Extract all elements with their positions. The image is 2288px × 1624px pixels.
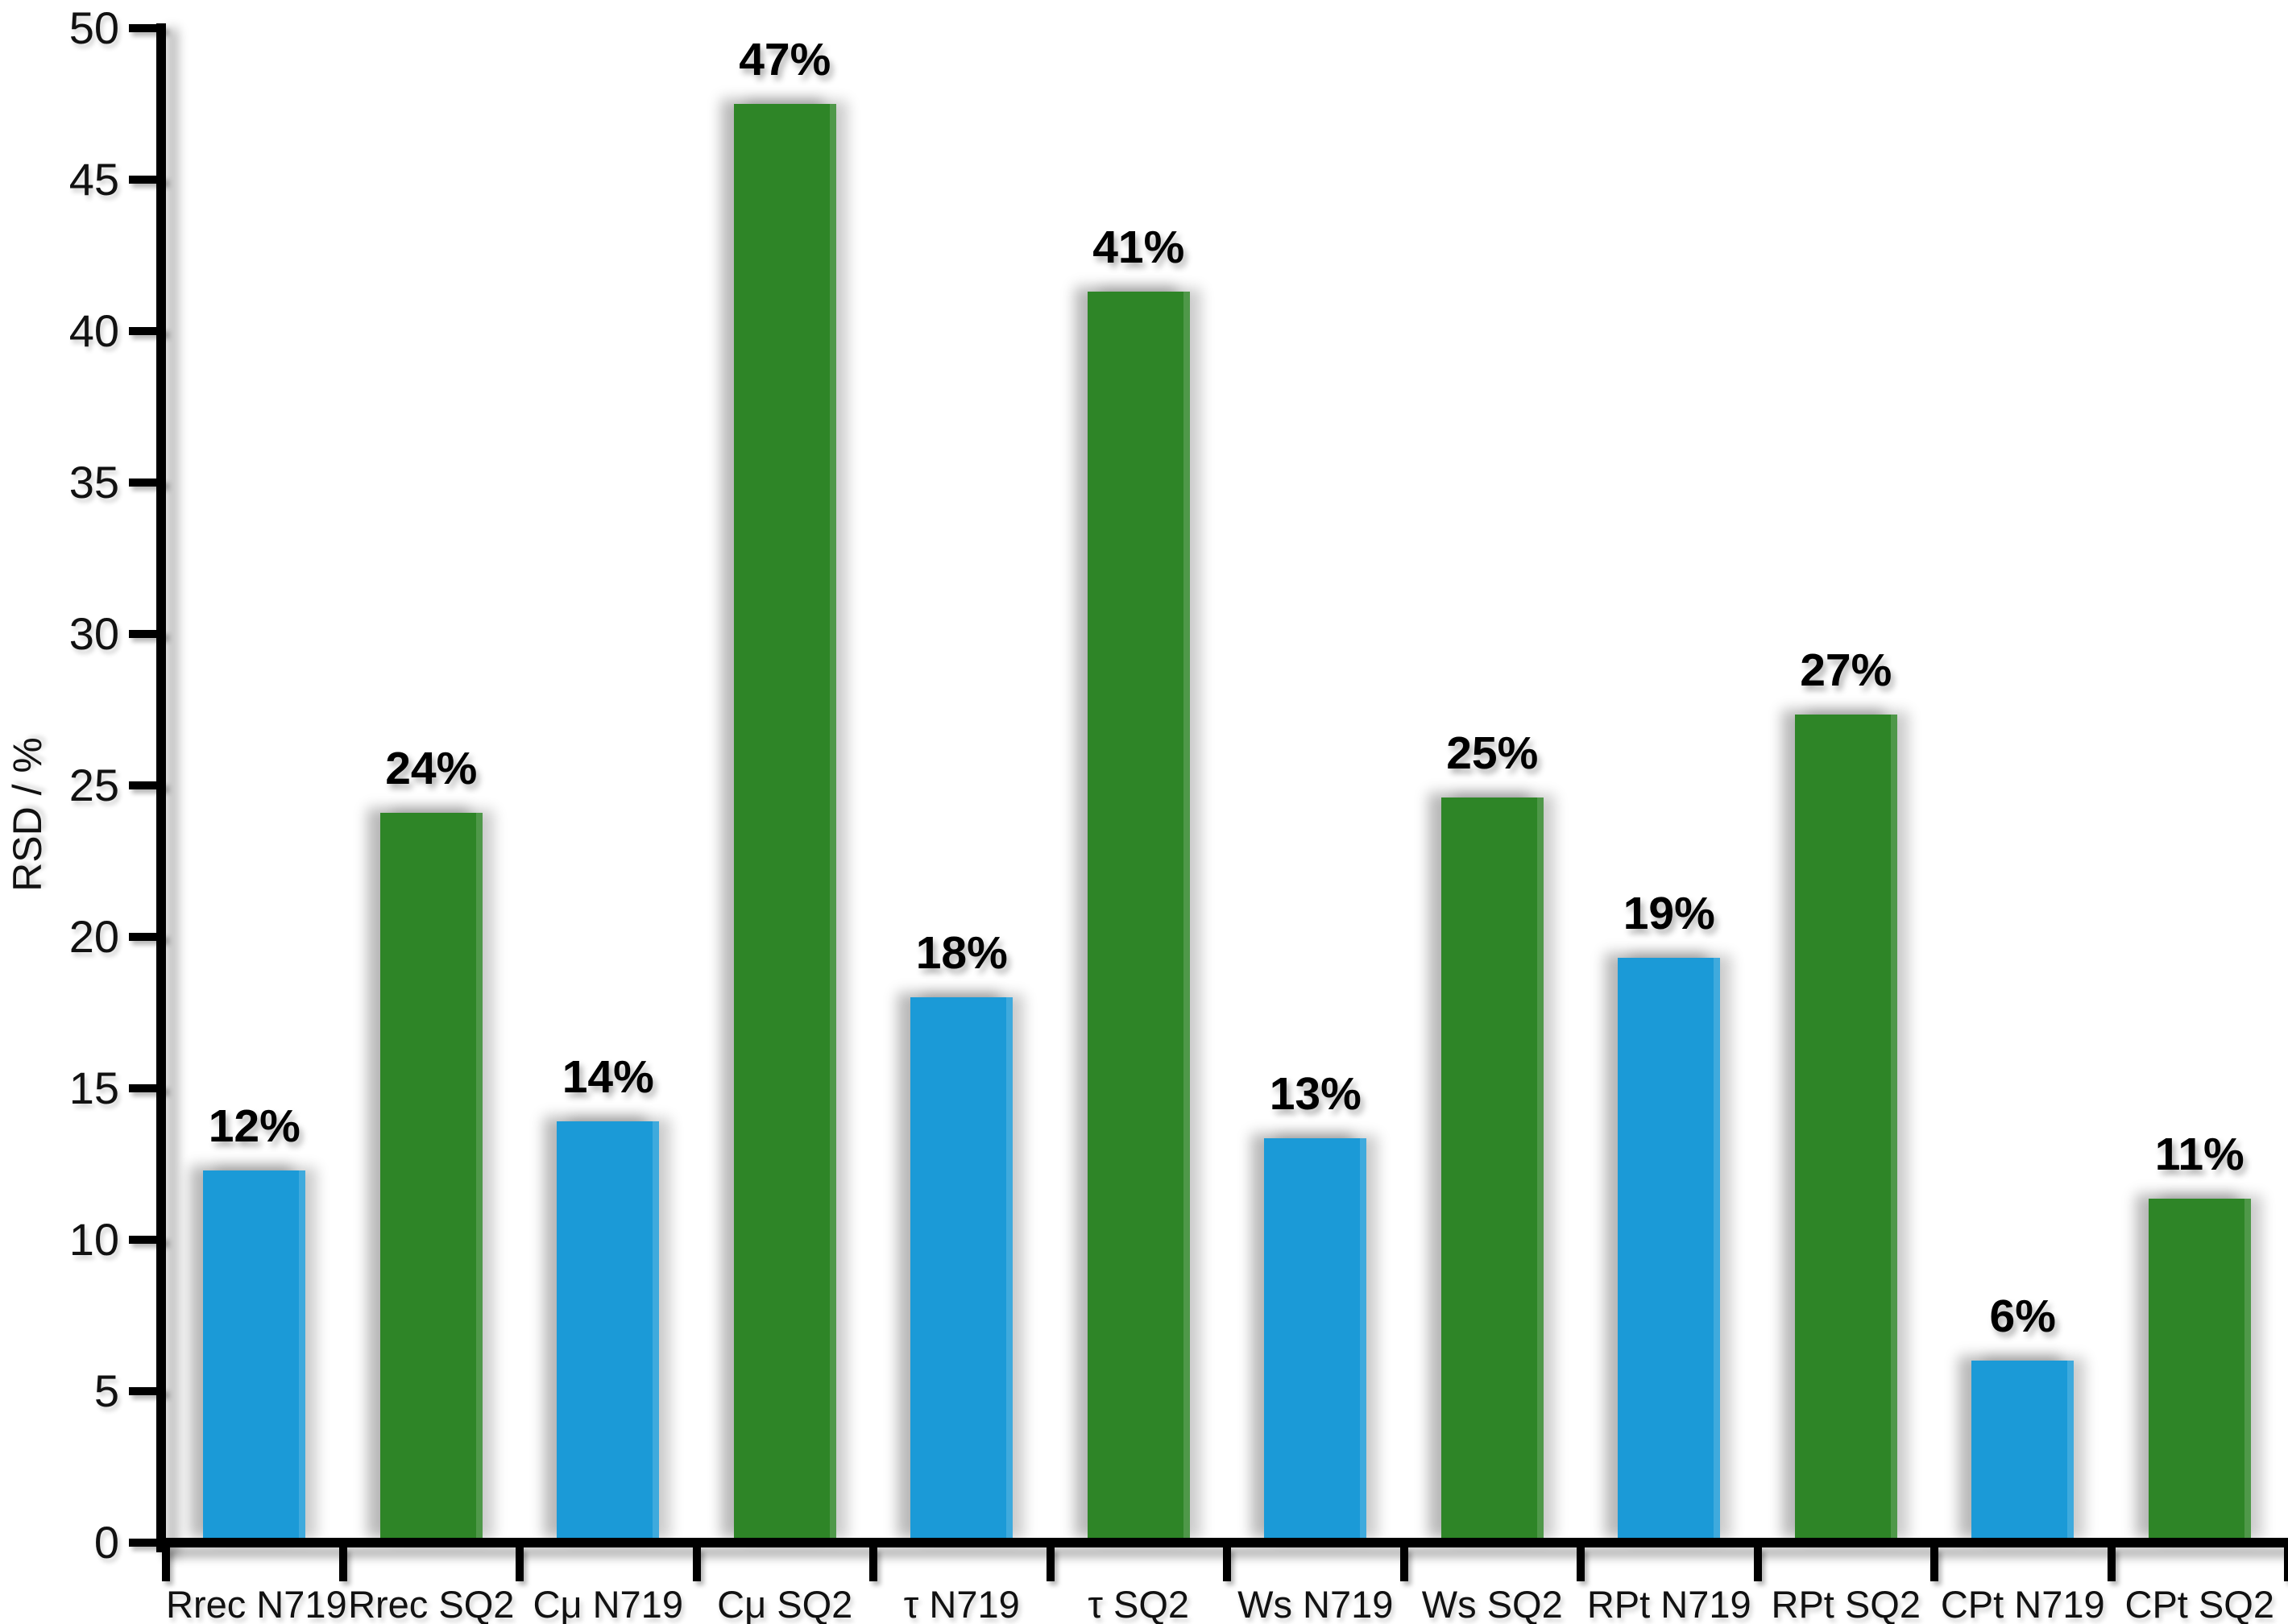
y-tick-label-45: 45: [68, 154, 119, 205]
x-category-label-c-n719: Cμ N719: [533, 1583, 683, 1624]
x-category-label-cpt-sq2: CPt SQ2: [2124, 1583, 2274, 1624]
y-tick-30: [129, 630, 166, 638]
x-tick-5: [1046, 1547, 1055, 1581]
x-tick-2: [516, 1547, 524, 1581]
y-tick-label-40: 40: [68, 305, 119, 356]
x-tick-0: [162, 1547, 170, 1581]
x-category-label-rrec-sq2: Rrec SQ2: [348, 1583, 515, 1624]
y-tick-label-20: 20: [68, 911, 119, 962]
bar-label-rrec-n719: 12%: [208, 1100, 301, 1152]
y-tick-25: [129, 781, 166, 789]
x-category-label-rpt-n719: RPt N719: [1586, 1583, 1751, 1624]
bar-rrec-n719: [203, 1170, 306, 1543]
y-tick-label-25: 25: [68, 760, 119, 810]
y-tick-50: [129, 24, 166, 32]
x-axis-line: [156, 1538, 2288, 1547]
bar-label-cpt-n719: 6%: [1989, 1290, 2056, 1343]
x-tick-3: [692, 1547, 701, 1581]
bar-label-sq2: 41%: [1092, 222, 1185, 274]
bar-rrec-sq2: [379, 812, 483, 1543]
bar-label-rpt-n719: 19%: [1623, 888, 1715, 940]
bar-ws-n719: [1264, 1138, 1367, 1543]
y-tick-label-35: 35: [68, 457, 119, 508]
bar-cpt-sq2: [2148, 1199, 2251, 1543]
x-category-label-sq2: τ SQ2: [1088, 1583, 1190, 1624]
y-tick-label-0: 0: [93, 1517, 119, 1568]
bar-n719: [910, 997, 1013, 1543]
bar-rpt-sq2: [1794, 714, 1897, 1543]
y-tick-10: [129, 1236, 166, 1244]
x-category-label-rrec-n719: Rrec N719: [166, 1583, 347, 1624]
bar-cpt-n719: [1971, 1361, 2075, 1543]
x-category-label-c-sq2: Cμ SQ2: [717, 1583, 853, 1624]
bar-label-rrec-sq2: 24%: [385, 742, 478, 794]
y-tick-40: [129, 327, 166, 335]
x-category-label-rpt-sq2: RPt SQ2: [1771, 1583, 1921, 1624]
x-tick-10: [1930, 1547, 1938, 1581]
x-tick-8: [1577, 1547, 1585, 1581]
x-tick-4: [869, 1547, 877, 1581]
x-tick-11: [2107, 1547, 2116, 1581]
bar-label-ws-sq2: 25%: [1446, 727, 1539, 780]
x-tick-6: [1223, 1547, 1231, 1581]
y-tick-label-50: 50: [68, 2, 119, 53]
x-category-label-n719: τ N719: [903, 1583, 1020, 1624]
y-tick-20: [129, 933, 166, 941]
bar-label-c-sq2: 47%: [739, 34, 831, 85]
y-tick-label-10: 10: [68, 1214, 119, 1265]
bar-ws-sq2: [1440, 798, 1544, 1543]
x-category-label-ws-sq2: Ws SQ2: [1421, 1583, 1563, 1624]
bar-sq2: [1087, 292, 1190, 1543]
y-tick-45: [129, 176, 166, 184]
y-tick-label-5: 5: [93, 1365, 119, 1416]
x-tick-9: [1753, 1547, 1762, 1581]
y-tick-label-15: 15: [68, 1063, 119, 1113]
y-tick-35: [129, 478, 166, 487]
x-category-label-cpt-n719: CPt N719: [1940, 1583, 2105, 1624]
bar-c-n719: [557, 1121, 660, 1543]
y-tick-label-30: 30: [68, 608, 119, 659]
y-tick-15: [129, 1084, 166, 1092]
y-tick-5: [129, 1387, 166, 1395]
y-tick-0: [129, 1539, 166, 1547]
bar-label-c-n719: 14%: [562, 1051, 654, 1104]
bar-rpt-n719: [1618, 958, 1721, 1543]
bar-c-sq2: [733, 104, 836, 1543]
x-category-label-ws-n719: Ws N719: [1237, 1583, 1394, 1624]
bar-label-cpt-sq2: 11%: [2154, 1129, 2244, 1181]
bar-label-ws-n719: 13%: [1269, 1068, 1362, 1121]
x-tick-1: [338, 1547, 347, 1581]
x-tick-12: [2284, 1547, 2288, 1581]
bar-label-rpt-sq2: 27%: [1800, 644, 1892, 696]
bar-label-n719: 18%: [915, 927, 1008, 980]
x-tick-7: [1399, 1547, 1408, 1581]
